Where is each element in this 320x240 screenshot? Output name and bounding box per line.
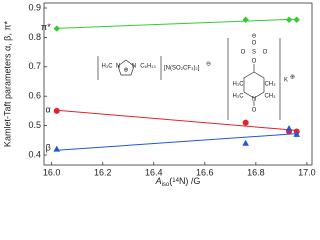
y-axis-label: Kamlet-Taft parameters α, β, π*	[2, 20, 12, 147]
atom: O	[263, 50, 268, 56]
sulfate-structure: O O S O O ⊖ H₃C CH₃ H₃C CH₃ N O K ⊕	[227, 34, 295, 120]
label: C₆H₁₃	[140, 64, 156, 70]
atom: S	[252, 50, 256, 56]
point	[53, 107, 60, 114]
label: H₃C	[101, 64, 113, 70]
cation-charge: ⊕	[290, 75, 295, 81]
fit-line	[56, 109, 297, 131]
atom: O	[252, 108, 257, 114]
series-label: β	[46, 142, 51, 152]
cation: K	[284, 78, 288, 84]
y-tick-label: 0.7	[28, 61, 41, 71]
x-tick-label: 16.0	[43, 167, 61, 177]
point	[242, 119, 249, 126]
x-label-part: 14	[172, 178, 179, 184]
atom: H₃C	[232, 82, 244, 88]
atom: H₃C	[232, 94, 244, 100]
fit-line	[56, 18, 297, 29]
label: ⊕	[123, 68, 128, 74]
atom: CH₃	[264, 82, 276, 88]
atom: N	[252, 97, 256, 103]
label: N	[116, 64, 120, 70]
y-tick-label: 0.5	[28, 120, 41, 130]
imidazolium-structure: H₃C N N C₆H₁₃ ⊕ [N(SO₂CF₃)₂] ⊖	[97, 56, 211, 80]
plot-frame	[43, 2, 313, 166]
chart: Kamlet-Taft parameters α, β, π* Aiso(14N…	[2, 2, 316, 187]
point	[293, 16, 300, 23]
x-axis-label: Aiso(14N) /G	[155, 176, 201, 187]
x-label-part: (	[169, 176, 172, 186]
y-tick-label: 0.9	[28, 2, 41, 12]
point	[285, 125, 293, 132]
atom: CH₃	[264, 94, 276, 100]
x-tick-label: 17.0	[298, 167, 316, 177]
y-tick-label: 0.8	[28, 32, 41, 42]
point	[242, 139, 249, 146]
x-label-part: N) /G	[179, 176, 201, 186]
y-tick-label: 0.4	[28, 149, 41, 159]
atom: O	[252, 59, 257, 65]
charge: ⊖	[251, 34, 256, 40]
x-label-part: A	[155, 176, 162, 186]
ring	[243, 71, 265, 99]
ring	[117, 59, 135, 76]
y-tick-label: 0.6	[28, 91, 41, 101]
point	[285, 16, 293, 23]
point	[53, 145, 61, 152]
x-tick-label: 16.6	[196, 167, 214, 177]
anion: [N(SO₂CF₃)₂]	[164, 66, 200, 72]
x-tick-label: 16.4	[145, 167, 163, 177]
fit-line	[56, 133, 297, 151]
atom: O	[252, 41, 257, 47]
atom: O	[241, 50, 246, 56]
x-tick-label: 16.2	[94, 167, 112, 177]
point	[53, 25, 60, 32]
x-tick-label: 16.8	[247, 167, 265, 177]
point	[242, 16, 249, 23]
anion-charge: ⊖	[206, 62, 211, 68]
x-label-part: iso	[162, 182, 170, 188]
label: N	[132, 64, 136, 70]
series-label: π*	[41, 22, 51, 32]
point	[293, 130, 300, 137]
series-label: α	[46, 104, 51, 114]
